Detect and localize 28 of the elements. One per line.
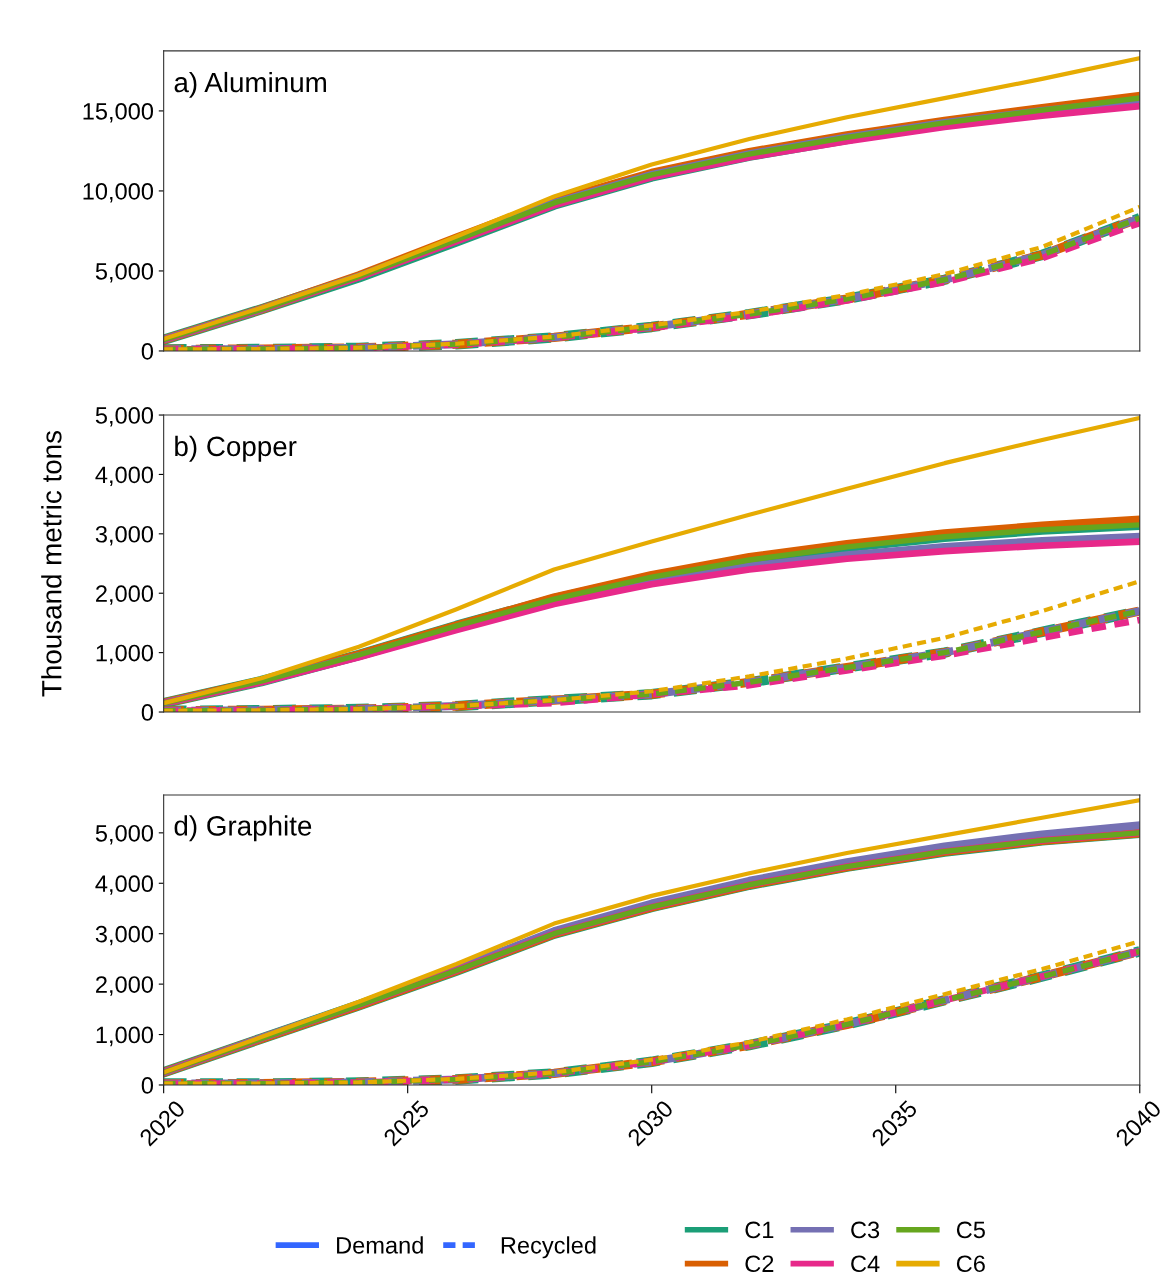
- y-tick-label: 10,000: [83, 183, 154, 203]
- y-axis-title: Thousand metric tons: [41, 430, 62, 697]
- legend-label: C2: [745, 1255, 774, 1273]
- y-tick-label: 0: [141, 343, 154, 360]
- text: b) Copper: [175, 435, 297, 462]
- y-tick-label: 1,000: [96, 644, 154, 665]
- y-tick-label: 1,000: [96, 1026, 154, 1047]
- text: Recycled: [501, 1236, 596, 1259]
- legend-label: C4: [851, 1255, 880, 1273]
- y-tick-label: 3,000: [95, 925, 154, 946]
- y-tick-label: 5,000: [95, 263, 154, 283]
- y-tick-label: 5,000: [95, 824, 154, 845]
- text: a) Aluminum: [174, 71, 326, 98]
- y-tick-label: 15,000: [83, 102, 154, 123]
- y-tick-label: 0: [141, 1077, 154, 1094]
- y-tick-label: 4,000: [95, 466, 154, 487]
- y-tick-label: 3,000: [95, 525, 154, 546]
- y-tick-label: 4,000: [95, 875, 154, 895]
- legend-label: C3: [851, 1221, 880, 1239]
- text: d) Graphite: [174, 815, 312, 842]
- y-tick-label: 2,000: [96, 585, 154, 605]
- legend-label: C5: [956, 1221, 985, 1239]
- legend-label: C6: [956, 1255, 985, 1273]
- legend-label: C1: [745, 1221, 774, 1239]
- y-tick-label: 2,000: [96, 976, 154, 996]
- y-tick-label: 0: [141, 704, 154, 721]
- text: Demand: [337, 1236, 423, 1254]
- y-tick-label: 5,000: [95, 407, 154, 427]
